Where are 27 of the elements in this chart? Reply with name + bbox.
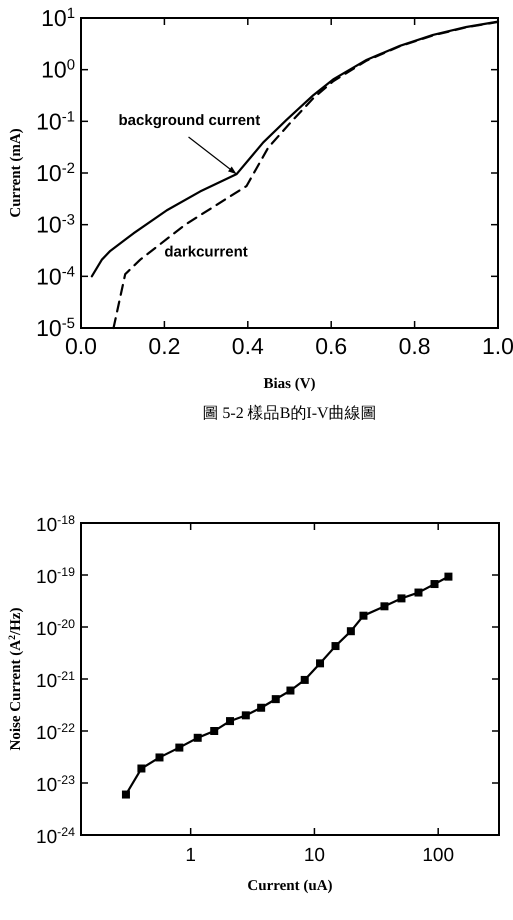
series-label: darkcurrent xyxy=(164,244,248,261)
series-label: background current xyxy=(118,112,260,129)
y-tick-label: 10$^{-24}$ xyxy=(36,825,76,848)
x-tick-label: 0.6 xyxy=(315,333,348,359)
caption: 圖 5-2 樣品B的I-V曲線圖 xyxy=(202,404,377,422)
y-tick-label: 10$^{0}$ xyxy=(41,56,75,83)
y-tick-label: 10$^{-3}$ xyxy=(36,211,75,238)
y-axis-title: Current (mA) xyxy=(8,128,24,218)
y-tick-label: 10$^{-20}$ xyxy=(36,617,76,640)
x-axis-title: Current (uA) xyxy=(247,878,333,894)
y-tick-label: 10$^{1}$ xyxy=(41,4,75,31)
y-tick-label: 10$^{-23}$ xyxy=(36,773,76,796)
x-tick-label: 100 xyxy=(422,845,454,866)
x-axis-title: Bias (V) xyxy=(263,376,316,392)
y-tick-label: 10$^{-22}$ xyxy=(36,721,76,744)
x-tick-label: 0.4 xyxy=(232,333,264,359)
x-tick-label: 0.2 xyxy=(148,333,180,359)
x-tick-label: 1.0 xyxy=(482,333,513,359)
x-tick-label: 1 xyxy=(185,845,196,866)
y-tick-label: 10$^{-18}$ xyxy=(36,513,76,536)
y-tick-label: 10$^{-21}$ xyxy=(36,669,76,692)
y-tick-label: 10$^{-1}$ xyxy=(36,108,75,134)
y-tick-label: 10$^{-19}$ xyxy=(36,565,76,588)
x-tick-label: 10 xyxy=(304,845,325,866)
y-tick-label: 10$^{-4}$ xyxy=(36,262,75,290)
y-tick-label: 10$^{-2}$ xyxy=(36,160,75,186)
x-tick-label: 0.8 xyxy=(398,333,431,359)
